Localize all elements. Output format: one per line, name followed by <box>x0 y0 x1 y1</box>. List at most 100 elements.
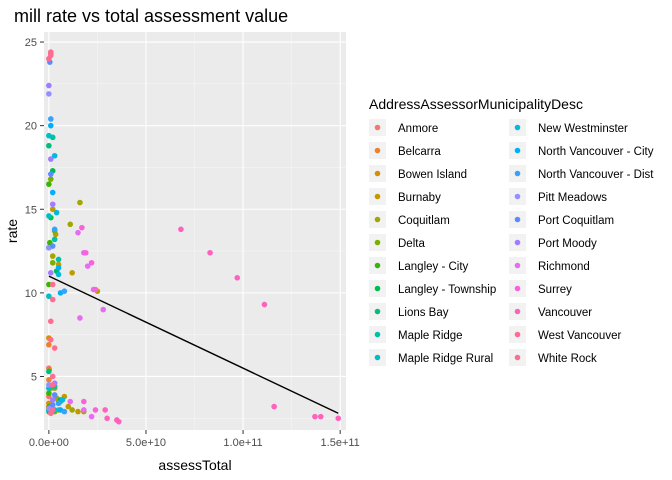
data-point <box>69 270 75 276</box>
legend-key-point <box>514 354 521 361</box>
y-tick-label: 20 <box>25 121 37 133</box>
data-point <box>47 50 54 57</box>
data-point <box>81 398 87 405</box>
legend-key-point <box>374 147 381 154</box>
legend-key-point <box>514 308 521 315</box>
legend-label: Burnaby <box>398 192 441 204</box>
data-point <box>47 410 54 417</box>
data-point <box>46 341 52 348</box>
data-point <box>49 402 56 408</box>
data-point <box>59 397 66 403</box>
legend-key-point <box>514 216 521 223</box>
legend-label: North Vancouver - Dist <box>538 169 654 181</box>
chart-title: mill rate vs total assessment value <box>14 6 288 26</box>
data-point <box>46 368 52 375</box>
data-point <box>47 156 54 162</box>
legend-key-point <box>374 331 381 338</box>
legend-label: Richmond <box>538 261 590 273</box>
data-point <box>67 221 74 228</box>
data-point <box>207 249 213 256</box>
data-point <box>49 206 56 213</box>
data-point <box>49 382 56 388</box>
legend-label: Pitt Meadows <box>538 192 607 204</box>
data-point <box>47 318 54 325</box>
legend-key-point <box>514 285 521 292</box>
x-tick-label: 5.0e+10 <box>126 437 166 449</box>
data-point <box>104 415 110 422</box>
data-point <box>49 243 56 249</box>
legend-key-point <box>374 124 381 131</box>
legend-key-point <box>374 285 381 292</box>
legend-label: Anmore <box>398 123 438 135</box>
data-point <box>81 407 87 413</box>
data-point <box>55 400 62 407</box>
data-point <box>51 345 58 351</box>
data-point <box>234 275 241 281</box>
data-point <box>61 288 68 295</box>
legend-label: Bowen Island <box>398 169 467 181</box>
legend-key-point <box>514 331 521 338</box>
legend-label: Maple Ridge Rural <box>398 353 493 365</box>
data-point <box>46 181 52 187</box>
legend-label: Belcarra <box>398 146 441 158</box>
legend-key-point <box>514 170 521 177</box>
data-point <box>49 397 56 403</box>
legend: AddressAssessorMunicipalityDesc Anmore Be… <box>369 96 654 366</box>
y-axis-label: rate <box>4 219 20 243</box>
data-point <box>55 271 62 278</box>
x-axis-label: assessTotal <box>158 457 231 473</box>
data-point <box>49 201 56 208</box>
data-point <box>46 390 52 397</box>
data-point <box>46 293 52 300</box>
data-point <box>84 263 91 269</box>
x-tick-label: 0.0e+00 <box>29 437 69 449</box>
legend-label: North Vancouver - City <box>538 146 654 158</box>
minor-gridlines <box>44 32 346 430</box>
y-tick-label: 25 <box>25 37 37 49</box>
data-point <box>49 373 56 380</box>
data-point <box>55 256 62 263</box>
data-point <box>115 418 122 425</box>
legend-key-point <box>374 239 381 246</box>
data-point <box>47 336 54 343</box>
data-point <box>79 224 85 231</box>
legend-key-point <box>374 216 381 223</box>
data-point <box>75 229 81 236</box>
legend-label: Langley - Township <box>398 284 496 296</box>
data-point <box>82 249 89 256</box>
data-point <box>46 142 52 149</box>
data-point <box>88 413 95 420</box>
data-point <box>47 270 54 276</box>
data-point <box>88 259 95 266</box>
data-point <box>47 122 54 129</box>
data-point <box>65 403 72 410</box>
legend-label: Port Moody <box>538 238 597 250</box>
data-point <box>102 407 108 413</box>
legend-key-point <box>374 193 381 200</box>
y-tick-label: 5 <box>31 371 37 383</box>
plot-panel <box>44 32 346 430</box>
y-axis: 5 10 15 20 25 <box>25 37 44 383</box>
data-point <box>317 413 324 420</box>
data-point <box>261 301 268 308</box>
data-point <box>46 91 52 97</box>
data-point <box>51 152 58 159</box>
data-point <box>69 407 75 413</box>
data-point <box>46 213 52 219</box>
data-point <box>46 132 52 139</box>
data-point <box>92 286 99 293</box>
x-tick-label: 1.5e+11 <box>321 437 360 449</box>
data-point <box>77 315 83 321</box>
legend-label: Coquitlam <box>398 215 450 227</box>
major-gridlines <box>44 32 346 430</box>
legend-key-point <box>514 262 521 269</box>
data-point <box>46 281 52 288</box>
legend-key-point <box>514 147 521 154</box>
y-tick-label: 10 <box>25 288 37 300</box>
legend-key-point <box>514 239 521 246</box>
data-point <box>53 209 60 216</box>
data-point <box>46 55 52 62</box>
legend-key-point <box>374 308 381 315</box>
data-point <box>178 226 184 233</box>
